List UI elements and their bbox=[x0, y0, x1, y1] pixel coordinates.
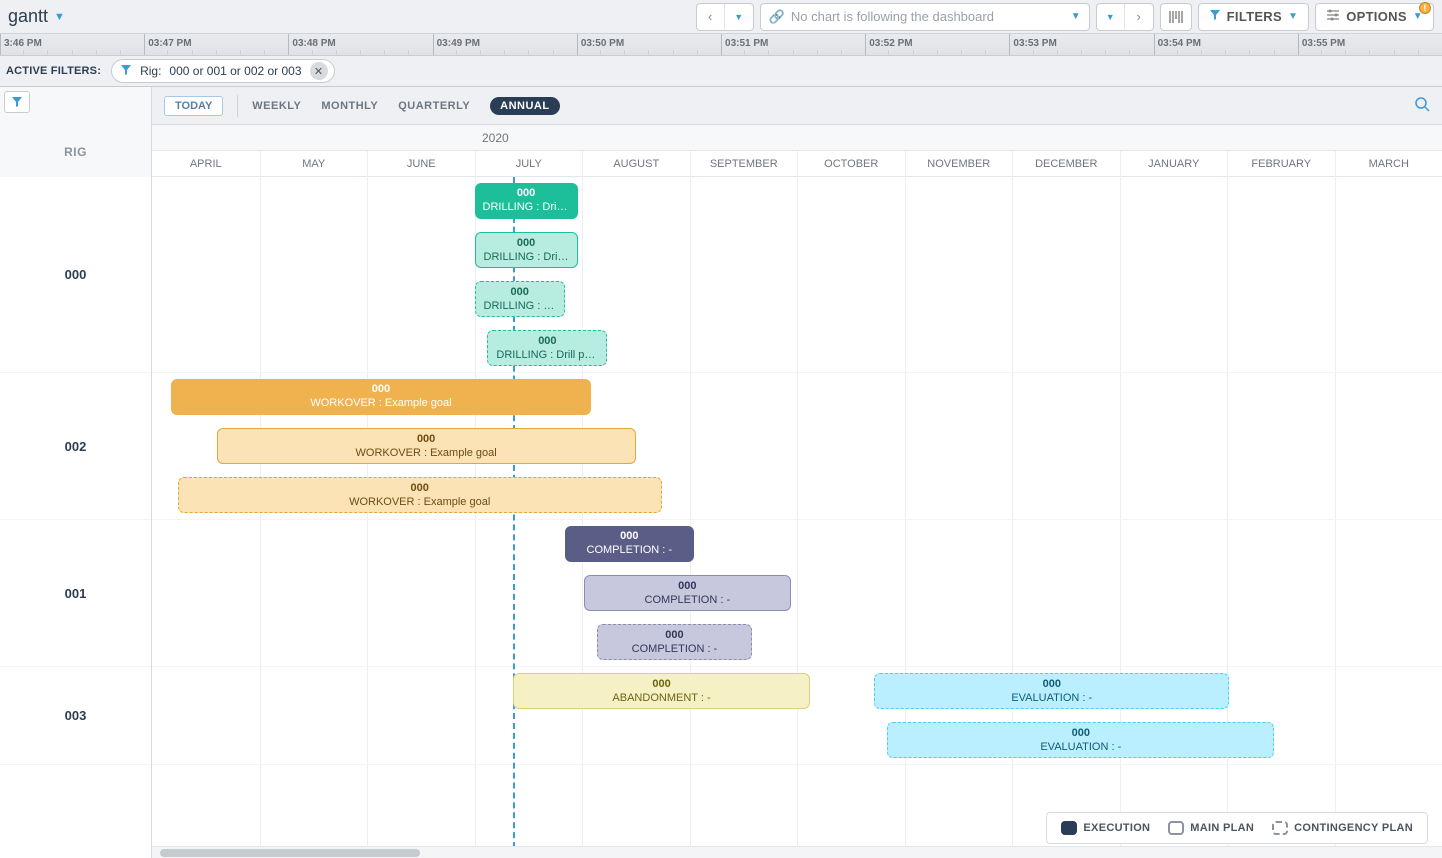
gantt-bar[interactable]: 000ABANDONMENT : - bbox=[513, 673, 810, 709]
chart-title-text: gantt bbox=[8, 6, 48, 27]
warning-badge-icon: ! bbox=[1419, 2, 1431, 14]
gantt-bar[interactable]: 000DRILLING : Drill pha... bbox=[487, 330, 607, 366]
month-header: NOVEMBER bbox=[905, 151, 1013, 177]
year-label: 2020 bbox=[482, 131, 509, 145]
legend-execution: EXECUTION bbox=[1061, 821, 1150, 835]
ruler-segment: 03:54 PM bbox=[1154, 34, 1298, 55]
legend-contingency: CONTINGENCY PLAN bbox=[1272, 821, 1413, 835]
nav-next-button[interactable]: › bbox=[1125, 4, 1153, 30]
month-header: OCTOBER bbox=[797, 151, 905, 177]
search-icon bbox=[1414, 96, 1430, 112]
filter-value: 000 or 001 or 002 or 003 bbox=[169, 64, 301, 78]
active-filters-label: ACTIVE FILTERS: bbox=[6, 65, 101, 77]
scale-quarterly[interactable]: QUARTERLY bbox=[398, 100, 470, 112]
filters-button[interactable]: FILTERS ▼ bbox=[1198, 3, 1310, 31]
gantt-bar[interactable]: 000COMPLETION : - bbox=[565, 526, 694, 562]
ruler-segment: 03:55 PM bbox=[1298, 34, 1442, 55]
chevron-down-icon: ▼ bbox=[1288, 11, 1298, 22]
month-header: JUNE bbox=[367, 151, 475, 177]
ruler-segment: 3:46 PM bbox=[0, 34, 144, 55]
nav-prev-group: ‹ ▼ bbox=[696, 3, 754, 31]
ruler-segment: 03:48 PM bbox=[288, 34, 432, 55]
funnel-icon bbox=[120, 64, 132, 79]
gantt-bar[interactable]: 000EVALUATION : - bbox=[887, 722, 1274, 758]
filter-field: Rig: bbox=[140, 64, 161, 78]
ruler-segment: 03:51 PM bbox=[721, 34, 865, 55]
ruler-segment: 03:53 PM bbox=[1009, 34, 1153, 55]
sliders-icon bbox=[1326, 9, 1340, 24]
scale-monthly[interactable]: MONTHLY bbox=[321, 100, 378, 112]
legend-main-plan: MAIN PLAN bbox=[1168, 821, 1254, 835]
filters-label: FILTERS bbox=[1227, 9, 1282, 24]
legend: EXECUTION MAIN PLAN CONTINGENCY PLAN bbox=[1046, 812, 1428, 844]
ruler-segment: 03:49 PM bbox=[433, 34, 577, 55]
gantt-bar[interactable]: 000COMPLETION : - bbox=[584, 575, 790, 611]
scale-weekly[interactable]: WEEKLY bbox=[252, 100, 301, 112]
link-icon: 🔗 bbox=[769, 9, 785, 25]
rig-column-header: RIG bbox=[0, 145, 151, 159]
row-filter-button[interactable] bbox=[4, 91, 30, 113]
month-header: JANUARY bbox=[1120, 151, 1228, 177]
month-header-row: APRILMAYJUNEJULYAUGUSTSEPTEMBEROCTOBERNO… bbox=[152, 151, 1442, 177]
row-label: 001 bbox=[0, 520, 151, 667]
nav-prev-dropdown[interactable]: ▼ bbox=[725, 4, 753, 30]
chevron-down-icon: ▼ bbox=[1071, 11, 1081, 22]
row-label: 002 bbox=[0, 373, 151, 520]
nav-next-dropdown[interactable]: ▼ bbox=[1097, 4, 1125, 30]
today-button[interactable]: TODAY bbox=[164, 96, 223, 116]
funnel-icon bbox=[1209, 9, 1221, 24]
chevron-down-icon: ▼ bbox=[54, 11, 65, 23]
gantt-bar[interactable]: 000DRILLING : Drill ... bbox=[475, 183, 578, 219]
gantt-bar[interactable]: 000DRILLING : Drill ... bbox=[475, 232, 578, 268]
ruler-segment: 03:50 PM bbox=[577, 34, 721, 55]
month-header: JULY bbox=[475, 151, 583, 177]
gantt-bar[interactable]: 000WORKOVER : Example goal bbox=[171, 379, 590, 415]
barcode-icon-button[interactable] bbox=[1160, 3, 1192, 31]
month-header: DECEMBER bbox=[1012, 151, 1120, 177]
gantt-bar[interactable]: 000COMPLETION : - bbox=[597, 624, 752, 660]
search-icon-button[interactable] bbox=[1414, 96, 1430, 115]
horizontal-scrollbar[interactable] bbox=[152, 846, 1442, 858]
options-button[interactable]: OPTIONS ▼ ! bbox=[1315, 3, 1434, 31]
month-header: APRIL bbox=[152, 151, 260, 177]
options-label: OPTIONS bbox=[1346, 9, 1407, 24]
separator bbox=[237, 95, 238, 117]
month-header: SEPTEMBER bbox=[690, 151, 798, 177]
active-filter-pill[interactable]: Rig: 000 or 001 or 002 or 003 ✕ bbox=[111, 59, 334, 83]
month-header: AUGUST bbox=[582, 151, 690, 177]
gantt-bar[interactable]: 000DRILLING : Dri... bbox=[475, 281, 565, 317]
month-header: MAY bbox=[260, 151, 368, 177]
gantt-bar[interactable]: 000WORKOVER : Example goal bbox=[178, 477, 662, 513]
row-label: 003 bbox=[0, 667, 151, 765]
linked-chart-selector[interactable]: 🔗 No chart is following the dashboard ▼ bbox=[760, 3, 1090, 31]
remove-filter-button[interactable]: ✕ bbox=[310, 62, 328, 80]
scale-annual[interactable]: ANNUAL bbox=[490, 97, 559, 115]
gantt-bar[interactable]: 000WORKOVER : Example goal bbox=[217, 428, 636, 464]
row-label: 000 bbox=[0, 177, 151, 373]
chart-title[interactable]: gantt ▼ bbox=[8, 6, 65, 27]
time-ruler: 3:46 PM03:47 PM03:48 PM03:49 PM03:50 PM0… bbox=[0, 34, 1442, 56]
nav-prev-button[interactable]: ‹ bbox=[697, 4, 725, 30]
month-header: MARCH bbox=[1335, 151, 1442, 177]
ruler-segment: 03:47 PM bbox=[144, 34, 288, 55]
nav-next-group: ▼ › bbox=[1096, 3, 1154, 31]
scrollbar-thumb[interactable] bbox=[160, 849, 420, 857]
funnel-icon bbox=[11, 96, 23, 108]
linked-chart-placeholder: No chart is following the dashboard bbox=[791, 9, 994, 24]
month-header: FEBRUARY bbox=[1227, 151, 1335, 177]
barcode-icon bbox=[1168, 10, 1184, 24]
ruler-segment: 03:52 PM bbox=[865, 34, 1009, 55]
gantt-bar[interactable]: 000EVALUATION : - bbox=[874, 673, 1229, 709]
